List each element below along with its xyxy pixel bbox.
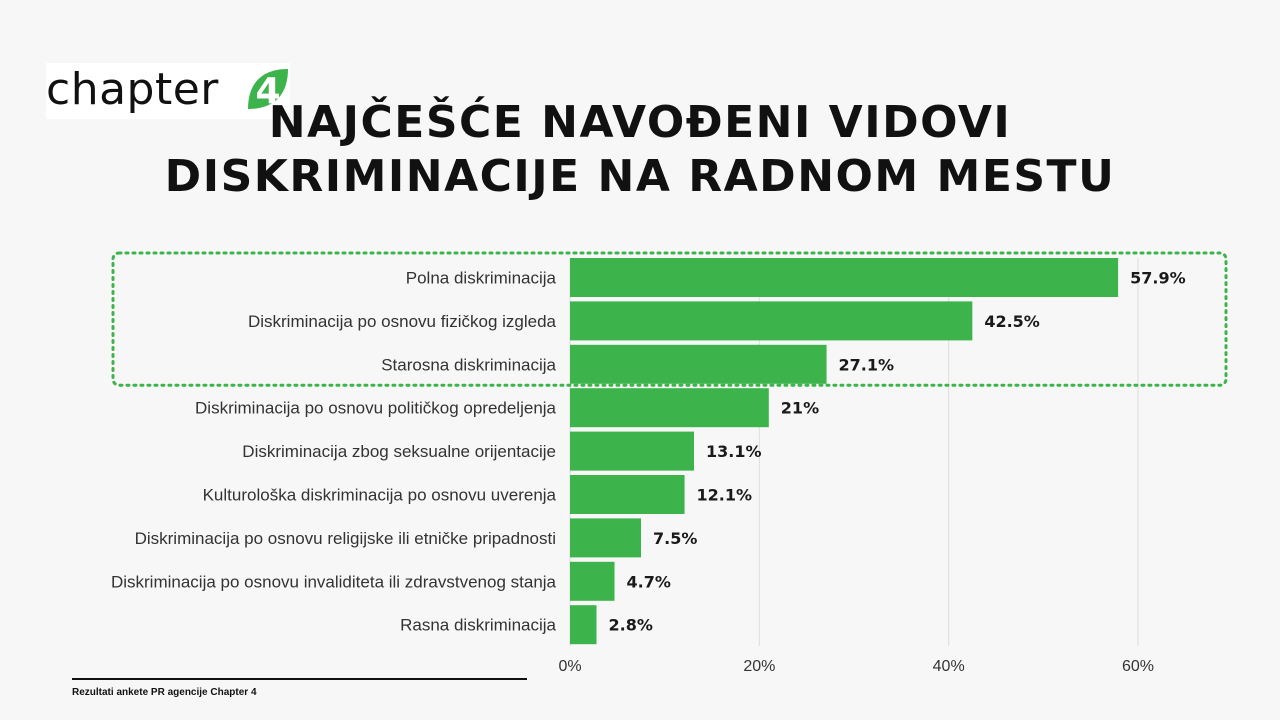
bar	[570, 561, 615, 601]
value-label: 57.9%	[1130, 269, 1186, 288]
title-line-2: DISKRIMINACIJE NA RADNOM MESTU	[164, 151, 1116, 202]
category-label: Rasna diskriminacija	[400, 616, 556, 635]
bar	[570, 475, 685, 514]
footnote-divider	[72, 678, 527, 680]
x-tick-label: 60%	[1122, 658, 1154, 675]
bar	[570, 431, 695, 471]
bar	[570, 344, 827, 384]
footnote: Rezultati ankete PR agencije Chapter 4	[72, 687, 257, 698]
category-label: Diskriminacija po osnovu religijske ili …	[135, 529, 556, 548]
logo: chapter 4	[46, 63, 290, 119]
logo-text: chapter	[46, 64, 219, 115]
x-tick-label: 40%	[933, 658, 965, 675]
bar	[570, 258, 1119, 297]
bar	[570, 605, 597, 645]
x-tick-label: 20%	[743, 658, 775, 675]
value-label: 13.1%	[706, 442, 762, 461]
category-label: Kulturološka diskriminacija po osnovu uv…	[203, 486, 557, 505]
value-label: 4.7%	[626, 572, 670, 591]
value-label: 21%	[781, 399, 819, 418]
category-label: Diskriminacija po osnovu političkog opre…	[195, 399, 557, 418]
category-label: Polna diskriminacija	[406, 269, 557, 288]
value-label: 12.1%	[697, 486, 753, 505]
bar	[570, 301, 973, 341]
category-label: Diskriminacija po osnovu fizičkog izgled…	[248, 312, 557, 331]
bar	[570, 388, 769, 428]
value-label: 2.8%	[609, 616, 653, 635]
title-line-1: NAJČEŠĆE NAVOĐENI VIDOVI	[268, 97, 1012, 148]
bar	[570, 518, 641, 558]
category-label: Starosna diskriminacija	[381, 355, 556, 374]
category-label: Diskriminacija po osnovu invaliditeta il…	[111, 572, 557, 591]
page-title: NAJČEŠĆE NAVOĐENI VIDOVI DISKRIMINACIJE …	[110, 96, 1170, 204]
value-label: 42.5%	[984, 312, 1040, 331]
category-label: Diskriminacija zbog seksualne orijentaci…	[242, 442, 556, 461]
x-tick-label: 0%	[558, 658, 581, 675]
logo-mark-icon: 4	[248, 69, 288, 112]
value-label: 7.5%	[653, 529, 697, 548]
value-label: 27.1%	[839, 355, 895, 374]
highlight-box	[111, 251, 1228, 387]
svg-text:4: 4	[255, 71, 280, 112]
